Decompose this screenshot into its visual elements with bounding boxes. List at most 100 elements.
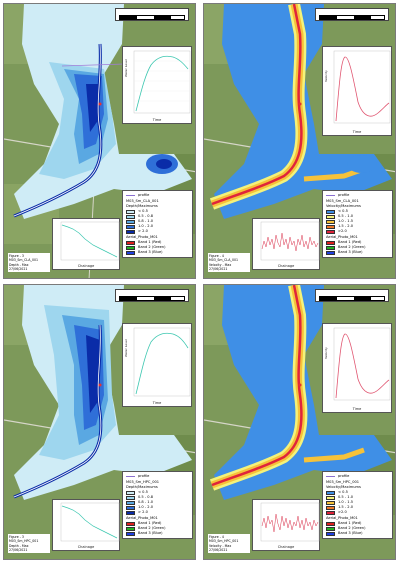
figure-date: 27/06/2021 <box>9 266 28 271</box>
time-series-chart: Water Level Time <box>122 323 192 407</box>
legend-band: Band 2 (Green) <box>138 526 166 530</box>
legend-basemap: Aerial_Photo_M01 <box>126 235 158 239</box>
profile-chart: Chainage <box>52 218 120 270</box>
legend-variable: Velocity/Maximums <box>326 204 361 208</box>
legend-profile: profile <box>138 474 150 478</box>
map-legend: profile M03_Sm_HPC_001 Velocity/Maximums… <box>322 471 393 539</box>
legend-item: >2.0 <box>338 510 347 514</box>
figure-date: 27/06/2021 <box>209 266 228 271</box>
figure-title: M03_Sm_HPC_001 <box>209 539 239 544</box>
profile-chart: Chainage <box>52 499 120 551</box>
legend-basemap: Aerial_Photo_M01 <box>126 516 158 520</box>
figure-number: Figure - 3 <box>9 254 24 259</box>
profile-chart: Chainage <box>252 218 320 270</box>
legend-title: M03_Sm_HPC_001 <box>126 480 160 484</box>
legend-band: Band 3 (Blue) <box>338 250 363 254</box>
legend-band: Band 2 (Green) <box>138 245 166 249</box>
figure-caption: Figure - 4 M03_Sm_CLA_001 Velocity - Max… <box>208 253 250 272</box>
scale-bar <box>115 289 189 302</box>
legend-basemap: Aerial_Photo_M01 <box>326 235 358 239</box>
legend-band: Band 1 (Red) <box>138 521 162 525</box>
legend-item: > 2.0 <box>138 229 148 233</box>
legend-item: 0.8 - 1.0 <box>138 500 154 504</box>
x-axis-label: Chainage <box>77 264 95 268</box>
figure-desc: Depth - Max <box>9 543 29 548</box>
legend-band: Band 3 (Blue) <box>338 531 363 535</box>
scale-bar <box>315 289 389 302</box>
map-panel-velocity-hpc: Velocity Time profile M03_Sm_HPC_001 Vel… <box>203 284 396 560</box>
x-axis-label: Time <box>352 130 362 134</box>
legend-item: 0.5 - 0.8 <box>138 495 154 499</box>
legend-variable: Velocity/Maximums <box>326 485 361 489</box>
figure-title: M03_Sm_CLA_001 <box>9 258 39 263</box>
legend-item: 0.5 - 0.8 <box>138 214 154 218</box>
figure-caption: Figure - 4 M03_Sm_HPC_001 Velocity - Max… <box>208 534 250 553</box>
figure-date: 27/06/2021 <box>209 547 228 552</box>
x-axis-label: Chainage <box>277 545 295 549</box>
y-axis-label: Water Level <box>124 339 128 357</box>
figure-title: M03_Sm_CLA_001 <box>209 258 239 263</box>
legend-band: Band 2 (Green) <box>338 245 366 249</box>
legend-item: < 0.5 <box>138 490 148 494</box>
legend-item: 0.5 - 1.0 <box>338 495 354 499</box>
y-axis-label: Velocity <box>324 70 328 83</box>
x-axis-label: Time <box>152 118 162 122</box>
time-series-chart: Velocity Time <box>322 46 392 136</box>
legend-profile: profile <box>338 193 350 197</box>
legend-band: Band 2 (Green) <box>338 526 366 530</box>
legend-item: 1.0 - 2.0 <box>138 224 154 228</box>
legend-variable: Depth/Maximums <box>126 485 158 489</box>
x-axis-label: Chainage <box>277 264 295 268</box>
figure-desc: Velocity - Max <box>209 262 232 267</box>
legend-item: 1.5 - 2.0 <box>338 224 354 228</box>
profile-chart: Chainage <box>252 499 320 551</box>
legend-band: Band 1 (Red) <box>138 240 162 244</box>
legend-band: Band 3 (Blue) <box>138 250 163 254</box>
map-legend: profile M03_Sm_CLA_001 Velocity/Maximums… <box>322 190 393 258</box>
legend-item: >2.0 <box>338 229 347 233</box>
map-panel-depth-hpc: Water Level Time profile M03_Sm_HPC_001 … <box>3 284 196 560</box>
y-axis-label: Water Level <box>124 59 128 78</box>
figure-caption: Figure - 3 M03_Sm_HPC_001 Depth - Max 27… <box>8 534 50 553</box>
legend-item: > 2.0 <box>138 510 148 514</box>
legend-item: 1.0 - 2.0 <box>138 505 154 509</box>
x-axis-label: Chainage <box>77 545 95 549</box>
figure-number: Figure - 4 <box>209 254 224 259</box>
legend-band: Band 1 (Red) <box>338 521 362 525</box>
y-axis-label: Velocity <box>324 347 328 360</box>
time-series-chart: Water Level Time <box>122 46 192 124</box>
legend-title: M03_Sm_CLA_001 <box>126 199 159 203</box>
legend-item: < 0.5 <box>338 490 348 494</box>
legend-item: 1.0 - 1.5 <box>338 219 354 223</box>
legend-profile: profile <box>338 474 350 478</box>
legend-title: M03_Sm_CLA_001 <box>326 199 359 203</box>
figure-desc: Velocity - Max <box>209 543 232 548</box>
figure-number: Figure - 3 <box>9 535 24 540</box>
legend-item: 1.0 - 1.5 <box>338 500 354 504</box>
legend-item: 0.8 - 1.0 <box>138 219 154 223</box>
time-series-chart: Velocity Time <box>322 323 392 413</box>
figure-date: 27/06/2021 <box>9 547 28 552</box>
figure-title: M03_Sm_HPC_001 <box>9 539 39 544</box>
map-legend: profile M03_Sm_HPC_001 Depth/Maximums < … <box>122 471 193 539</box>
legend-title: M03_Sm_HPC_001 <box>326 480 360 484</box>
legend-profile: profile <box>138 193 150 197</box>
map-legend: profile M03_Sm_CLA_001 Depth/Maximums < … <box>122 190 193 258</box>
map-panel-velocity-cla: Velocity Time profile M03_Sm_CLA_001 Vel… <box>203 3 396 279</box>
legend-item: < 0.5 <box>338 209 348 213</box>
legend-band: Band 1 (Red) <box>338 240 362 244</box>
legend-item: 0.5 - 1.0 <box>338 214 354 218</box>
figure-number: Figure - 4 <box>209 535 224 540</box>
legend-basemap: Aerial_Photo_M01 <box>326 516 358 520</box>
legend-item: 1.5 - 2.0 <box>338 505 354 509</box>
legend-band: Band 3 (Blue) <box>138 531 163 535</box>
x-axis-label: Time <box>352 407 362 411</box>
legend-item: < 0.5 <box>138 209 148 213</box>
figure-desc: Depth - Max <box>9 262 29 267</box>
x-axis-label: Time <box>152 401 162 405</box>
map-panel-depth-cla: Water Level Time profile M03_Sm_CLA_001 … <box>3 3 196 279</box>
legend-variable: Depth/Maximums <box>126 204 158 208</box>
scale-bar <box>315 8 389 21</box>
scale-bar <box>115 8 189 21</box>
